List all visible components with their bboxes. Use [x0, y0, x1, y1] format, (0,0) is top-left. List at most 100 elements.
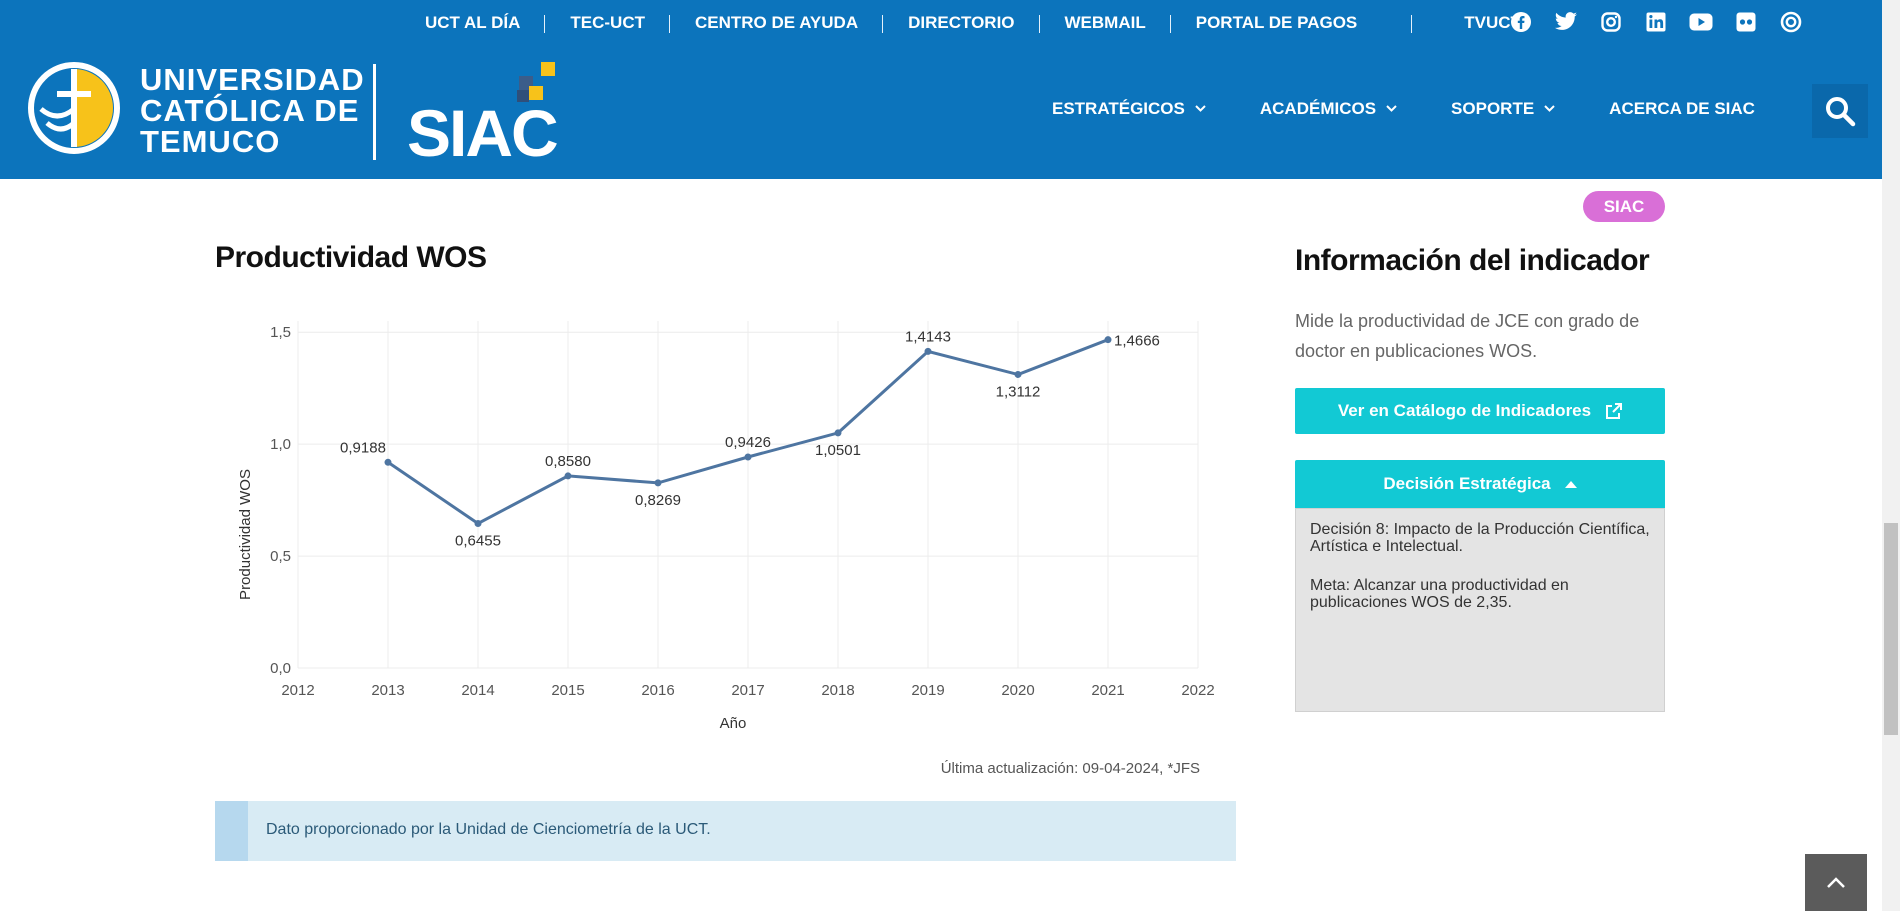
linkedin-icon[interactable] [1643, 9, 1669, 35]
logo-divider [373, 64, 376, 160]
nav-academicos[interactable]: ACADÉMICOS [1260, 99, 1397, 119]
nav-soporte[interactable]: SOPORTE [1451, 99, 1555, 119]
x-tick-label: 2020 [1001, 682, 1034, 699]
chevron-down-icon [1386, 105, 1397, 112]
top-utility-bar: UCT AL DÍA TEC-UCT CENTRO DE AYUDA DIREC… [0, 0, 1882, 47]
chevron-down-icon [1195, 105, 1206, 112]
search-icon [1826, 97, 1856, 127]
x-tick-label: 2014 [461, 682, 494, 699]
note-text: Dato proporcionado por la Unidad de Cien… [266, 821, 711, 838]
line-chart: 2012 2013 2014 2015 2016 2017 2018 2019 2020 2021… [237, 321, 1215, 732]
chart-grid [297, 321, 1199, 669]
x-axis-label: Año [720, 715, 747, 732]
university-line-2: CATÓLICA DE [140, 93, 360, 128]
catalog-button[interactable]: Ver en Catálogo de Indicadores [1295, 388, 1665, 434]
data-label: 1,4143 [905, 328, 951, 345]
main-header: UNIVERSIDAD CATÓLICA DE TEMUCO SIAC ESTR… [0, 46, 1882, 179]
info-description: Mide la productividad de JCE con grado d… [1295, 311, 1640, 361]
university-line-1: UNIVERSIDAD [140, 62, 365, 97]
university-name: UNIVERSIDAD CATÓLICA DE TEMUCO [140, 64, 365, 157]
data-point [924, 347, 932, 355]
data-point [474, 519, 482, 527]
top-link-portal-de-pagos[interactable]: PORTAL DE PAGOS [1171, 13, 1413, 33]
back-to-top-button[interactable] [1805, 854, 1867, 911]
data-label: 1,0501 [815, 442, 861, 459]
social-icons [1508, 9, 1804, 35]
top-link-tec-uct[interactable]: TEC-UCT [545, 13, 670, 33]
y-tick-label: 0,0 [270, 660, 291, 677]
chart-points [384, 336, 1112, 527]
top-link-uct-al-dia[interactable]: UCT AL DÍA [400, 13, 546, 33]
main-nav: ESTRATÉGICOS ACADÉMICOS SOPORTE ACERCA D… [1052, 46, 1809, 171]
x-tick-label: 2013 [371, 682, 404, 699]
decision-accordion-button[interactable]: Decisión Estratégica [1295, 460, 1665, 508]
nav-estrategicos[interactable]: ESTRATÉGICOS [1052, 99, 1206, 119]
data-point [1104, 336, 1112, 344]
university-line-3: TEMUCO [140, 124, 281, 159]
chevron-down-icon [1544, 105, 1555, 112]
top-link-tvuct[interactable]: TVUCT [1464, 13, 1521, 32]
siac-logo-text: SIAC [407, 96, 557, 160]
flickr-icon[interactable] [1733, 9, 1759, 35]
issuu-icon[interactable] [1778, 9, 1804, 35]
page-scrollbar-track[interactable] [1882, 0, 1900, 911]
x-tick-label: 2021 [1091, 682, 1124, 699]
data-point [834, 429, 842, 437]
data-label: 0,8269 [635, 492, 681, 509]
facebook-icon[interactable] [1508, 9, 1534, 35]
siac-logo[interactable]: SIAC [407, 60, 583, 160]
nav-academicos-label: ACADÉMICOS [1259, 98, 1377, 118]
decision-button-label: Decisión Estratégica [1383, 474, 1551, 493]
x-tick-label: 2015 [551, 682, 584, 699]
y-tick-label: 1,0 [270, 436, 291, 453]
search-button[interactable] [1812, 84, 1868, 138]
nav-acerca-de-siac[interactable]: ACERCA DE SIAC [1609, 99, 1755, 119]
x-tick-label: 2022 [1181, 682, 1214, 699]
twitter-icon[interactable] [1553, 9, 1579, 35]
uct-logo-icon[interactable] [27, 61, 121, 155]
data-point [564, 472, 572, 480]
nav-acerca-label: ACERCA DE SIAC [1609, 98, 1755, 118]
note-accent-bar [215, 801, 248, 861]
top-link-directorio[interactable]: DIRECTORIO [883, 13, 1040, 33]
top-link-webmail[interactable]: WEBMAIL [1040, 13, 1171, 33]
nav-soporte-label: SOPORTE [1451, 98, 1535, 118]
chevron-up-icon [1827, 876, 1845, 888]
external-link-icon [1606, 402, 1623, 419]
y-tick-label: 1,5 [270, 324, 291, 341]
y-axis-label: Productividad WOS [237, 469, 254, 600]
data-label: 0,9426 [725, 434, 771, 451]
data-point [384, 458, 392, 466]
data-point [654, 479, 662, 487]
data-point [1014, 370, 1022, 378]
siac-badge[interactable]: SIAC [1583, 191, 1665, 222]
data-point [744, 453, 752, 461]
top-links: UCT AL DÍA TEC-UCT CENTRO DE AYUDA DIREC… [400, 0, 1546, 46]
youtube-icon[interactable] [1688, 9, 1714, 35]
decision-panel: Decisión 8: Impacto de la Producción Cie… [1295, 508, 1665, 712]
catalog-button-label: Ver en Catálogo de Indicadores [1337, 401, 1592, 420]
meta-text: Meta: Alcanzar una productividad en publ… [1310, 577, 1569, 611]
instagram-icon[interactable] [1598, 9, 1624, 35]
top-link-centro-de-ayuda[interactable]: CENTRO DE AYUDA [670, 13, 884, 33]
chart-title: Productividad WOS [215, 241, 487, 274]
x-tick-label: 2019 [911, 682, 944, 699]
chart-data-labels: 0,9188 0,6455 0,8580 0,8269 0,9426 1,0501 1,41… [340, 328, 1160, 549]
chart-axes: 2012 2013 2014 2015 2016 2017 2018 2019 2020 2021… [270, 324, 1215, 699]
info-title: Información del indicador [1295, 244, 1650, 277]
nav-estrategicos-label: ESTRATÉGICOS [1052, 98, 1185, 118]
data-label: 1,4666 [1114, 333, 1160, 350]
page-scrollbar-thumb[interactable] [1884, 523, 1898, 735]
caret-up-icon [1564, 480, 1577, 488]
x-tick-label: 2012 [281, 682, 314, 699]
x-tick-label: 2016 [641, 682, 674, 699]
last-updated: Última actualización: 09-04-2024, *JFS [940, 760, 1200, 777]
data-label: 0,8580 [545, 453, 591, 470]
x-tick-label: 2018 [821, 682, 854, 699]
decision-text: Decisión 8: Impacto de la Producción Cie… [1310, 521, 1650, 555]
y-tick-label: 0,5 [270, 548, 291, 565]
x-tick-label: 2017 [731, 682, 764, 699]
data-label: 0,9188 [340, 439, 386, 456]
data-label: 1,3112 [996, 383, 1041, 400]
data-source-note: Dato proporcionado por la Unidad de Cien… [215, 801, 1236, 861]
